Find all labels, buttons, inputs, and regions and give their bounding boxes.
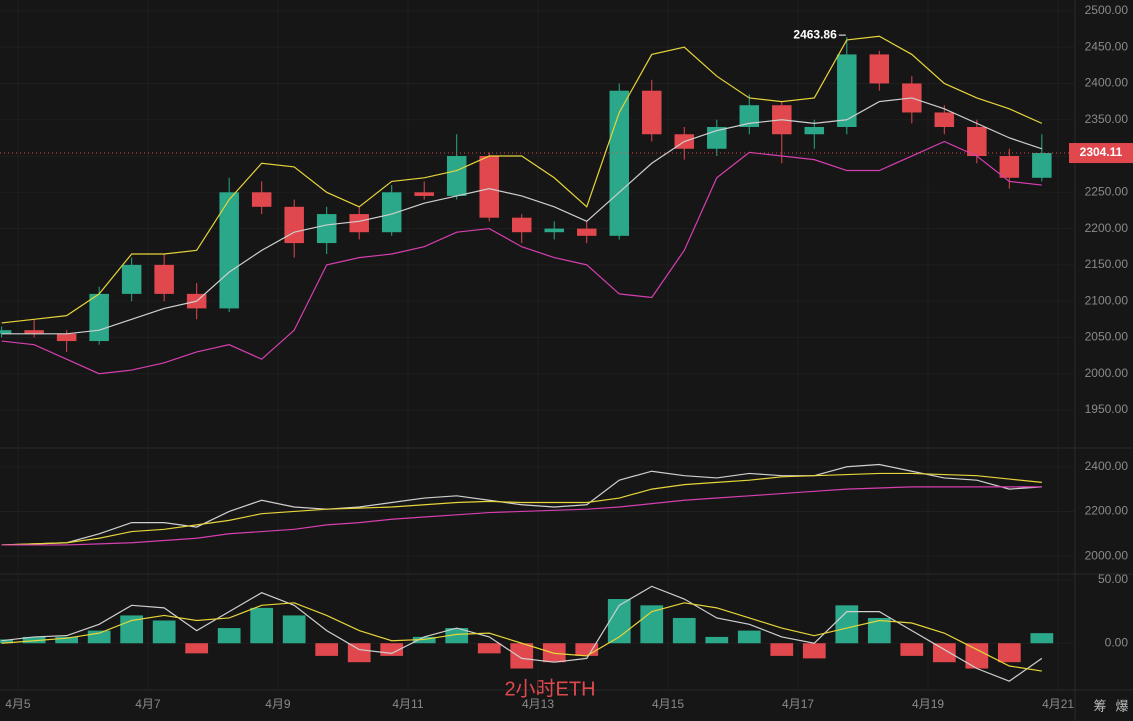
macd-bar [640, 605, 664, 644]
y-tick-label: 2000.00 [1085, 548, 1129, 562]
candle-body [967, 126, 987, 157]
macd-bar [217, 628, 241, 644]
macd-bar [965, 643, 989, 669]
macd-bar [542, 643, 566, 663]
candle-body [284, 206, 304, 244]
macd-bar [315, 643, 339, 656]
candle-body [316, 214, 337, 244]
macd-bar [510, 643, 534, 669]
candle-body [24, 330, 44, 334]
x-tick-label: 4月7 [135, 697, 161, 711]
high-label: 2463.86 [793, 27, 837, 41]
price-tag [1069, 143, 1133, 164]
candle-body [1032, 153, 1052, 178]
indicator-line [1, 463, 1042, 546]
candle-body [154, 264, 174, 294]
candle-body [89, 293, 109, 342]
indicator-line [1, 486, 1042, 546]
macd-bar [250, 607, 274, 644]
y-tick-label: 50.00 [1098, 572, 1128, 586]
indicator-line [1, 140, 1042, 375]
x-tick-label: 4月21 [1042, 697, 1074, 711]
y-tick-label: 2150.00 [1085, 257, 1129, 271]
macd-bar [477, 643, 501, 654]
macd-bar [835, 605, 859, 644]
macd-bar [22, 636, 46, 644]
candle-body [446, 156, 467, 196]
candle-body [349, 214, 369, 233]
candle-body [804, 126, 825, 135]
y-tick-label: 2000.00 [1085, 366, 1129, 380]
y-tick-label: 2250.00 [1085, 184, 1129, 198]
x-tick-label: 4月15 [652, 697, 684, 711]
x-tick-label: 4月17 [782, 697, 814, 711]
price-tag-label: 2304.11 [1080, 145, 1123, 159]
macd-bar [770, 643, 794, 656]
candle-body [934, 112, 955, 127]
y-tick-label: 2350.00 [1085, 112, 1129, 126]
x-tick-label: 4月9 [265, 697, 291, 711]
macd-bar [672, 617, 696, 644]
x-tick-label: 4月11 [392, 697, 423, 711]
candle-body [511, 217, 532, 233]
indicator-line [1, 472, 1042, 546]
macd-bar [152, 620, 176, 644]
macd-bar [445, 628, 469, 644]
candle-body [219, 192, 239, 309]
candle-body [642, 90, 662, 135]
macd-bar [347, 643, 371, 663]
macd-bar [282, 615, 306, 644]
macd-bar [55, 636, 79, 644]
candle-body [251, 192, 272, 207]
y-tick-label: 2500.00 [1085, 3, 1129, 17]
x-tick-label: 4月13 [522, 697, 554, 711]
x-tick-label: 4月5 [5, 697, 31, 711]
x-tick-label: 4月19 [912, 697, 944, 711]
indicator-line [1, 585, 1043, 682]
macd-bar [867, 617, 891, 644]
y-tick-label: 2450.00 [1085, 39, 1129, 53]
candle-body [837, 54, 857, 127]
macd-bar [997, 643, 1021, 663]
y-tick-label: 1950.00 [1085, 402, 1129, 416]
candle-body [869, 54, 890, 84]
macd-bar [900, 643, 924, 656]
y-tick-label: 2400.00 [1085, 459, 1129, 473]
icon-label[interactable]: 爆 [1115, 698, 1128, 713]
indicator-line [1, 35, 1043, 324]
y-tick-label: 2400.00 [1085, 76, 1129, 90]
candle-body [56, 333, 77, 342]
icon-label[interactable]: 筹 [1093, 698, 1106, 713]
candle-body [999, 156, 1020, 178]
candle-body [121, 264, 142, 294]
indicator-line [1, 97, 1043, 335]
y-tick-label: 0.00 [1105, 635, 1129, 649]
candle-body [414, 192, 434, 196]
y-tick-label: 2200.00 [1085, 504, 1129, 518]
macd-bar [932, 643, 956, 663]
candle-body [381, 192, 402, 233]
candle-body [576, 228, 597, 236]
watermark: 2小时ETH [504, 677, 595, 700]
macd-bar [412, 636, 436, 644]
macd-bar [1030, 633, 1054, 644]
y-tick-label: 2200.00 [1085, 221, 1129, 235]
candle-body [0, 330, 12, 334]
macd-bar [737, 630, 761, 644]
y-tick-label: 2100.00 [1085, 293, 1129, 307]
macd-bar [705, 636, 729, 644]
indicator-line [1, 602, 1042, 672]
macd-bar [185, 643, 209, 654]
candle-body [479, 156, 499, 218]
macd-bar [802, 643, 826, 659]
candle-body [544, 228, 564, 233]
candle-body [739, 105, 760, 127]
y-tick-label: 2050.00 [1085, 330, 1129, 344]
macd-bar [0, 639, 14, 644]
